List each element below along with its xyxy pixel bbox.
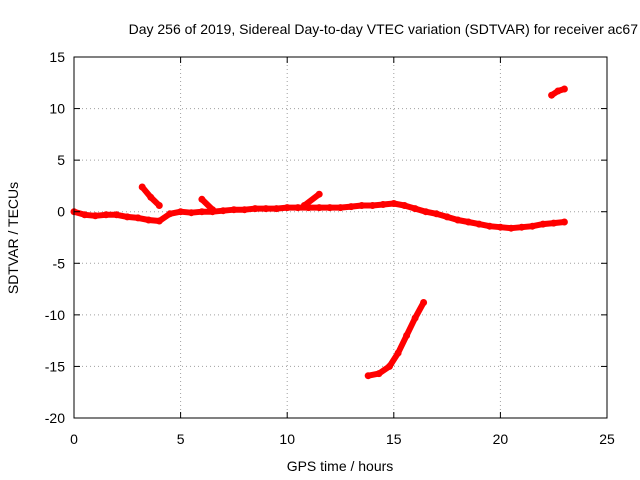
data-point [145, 216, 153, 224]
data-point [273, 205, 280, 213]
data-point [560, 218, 568, 226]
y-tick-label: 15 [49, 49, 65, 65]
data-point [554, 87, 562, 95]
data-point [241, 206, 249, 214]
y-tick-label: -15 [45, 358, 65, 374]
data-point [548, 91, 556, 99]
series-group [70, 85, 568, 380]
data-point [422, 208, 430, 216]
data-point [81, 211, 89, 219]
data-point [251, 205, 259, 213]
x-tick-label: 20 [493, 431, 509, 447]
data-point [364, 372, 372, 380]
data-point [394, 349, 402, 357]
series-high [548, 85, 568, 99]
data-point [337, 204, 344, 212]
series-line [365, 299, 427, 379]
series-spike2 [198, 195, 217, 214]
data-point [539, 220, 547, 228]
data-point [401, 202, 408, 209]
data-point [283, 204, 291, 212]
data-point [443, 213, 451, 221]
grid [74, 57, 607, 418]
y-tick-label: 10 [49, 101, 65, 117]
plot-frame [73, 56, 608, 419]
data-point [198, 208, 206, 216]
y-axis-title: SDTVAR / TECUs [5, 182, 21, 294]
series-spike3 [300, 190, 323, 209]
data-point [358, 202, 366, 209]
data-point [464, 218, 472, 226]
data-point [326, 204, 334, 212]
data-point [123, 213, 131, 221]
y-tick-label: 5 [57, 152, 65, 168]
data-point [155, 202, 163, 209]
data-point [230, 206, 238, 214]
y-tick-label: -5 [53, 255, 66, 271]
x-tick-label: 10 [279, 431, 295, 447]
data-point [187, 209, 195, 217]
y-tick-label: -20 [45, 410, 65, 426]
data-point [147, 193, 155, 201]
x-axis-title: GPS time / hours [287, 458, 394, 474]
data-point [113, 211, 121, 219]
data-point [390, 200, 398, 207]
data-point [134, 214, 142, 222]
data-point [518, 223, 526, 231]
data-point [219, 207, 227, 215]
axis-ticks: 0 5 10 15 20 25 -20 -15 -10 -5 0 5 10 15 [45, 49, 615, 447]
data-point [262, 205, 270, 213]
data-point [91, 212, 99, 220]
data-point [411, 205, 419, 213]
data-point [507, 224, 515, 232]
x-tick-label: 25 [599, 431, 615, 447]
series-drop [364, 299, 428, 380]
y-tick-label: -10 [45, 307, 65, 323]
series-spike1 [138, 183, 163, 209]
data-point [403, 332, 411, 339]
data-point [315, 204, 323, 212]
data-point [528, 222, 536, 230]
data-point [138, 183, 146, 191]
data-point [454, 216, 462, 224]
data-point [177, 208, 185, 216]
data-point [432, 210, 440, 218]
data-point [300, 202, 308, 209]
data-point [375, 370, 383, 378]
chart-title: Day 256 of 2019, Sidereal Day-to-day VTE… [129, 21, 639, 37]
data-point [198, 195, 206, 203]
data-point [386, 362, 393, 370]
data-point [420, 299, 428, 306]
y-tick-label: 0 [57, 204, 65, 220]
data-point [550, 219, 558, 227]
x-tick-label: 5 [177, 431, 185, 447]
series-main [70, 200, 568, 232]
x-tick-label: 0 [70, 431, 78, 447]
x-tick-label: 15 [386, 431, 402, 447]
data-point [166, 210, 174, 218]
data-point [315, 190, 323, 198]
data-point [369, 202, 376, 209]
data-point [411, 314, 419, 322]
data-point [496, 223, 504, 231]
data-point [379, 201, 387, 208]
data-point [486, 222, 494, 230]
data-point [475, 220, 483, 228]
data-point [347, 203, 355, 211]
data-point [209, 206, 217, 214]
data-point [155, 217, 163, 225]
data-point [294, 204, 302, 212]
data-point [102, 211, 110, 219]
data-point [560, 85, 568, 93]
